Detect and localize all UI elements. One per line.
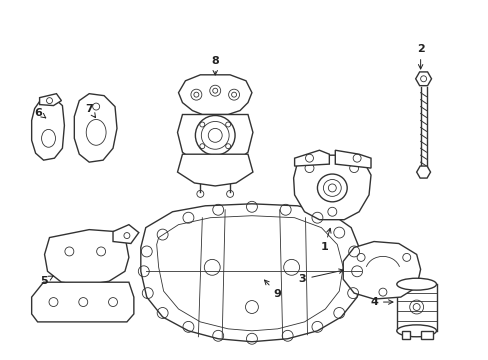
Text: 9: 9 [264, 280, 281, 299]
Text: 2: 2 [416, 44, 424, 69]
Text: 1: 1 [320, 228, 330, 252]
Text: 7: 7 [85, 104, 95, 118]
Polygon shape [74, 94, 117, 162]
Polygon shape [177, 114, 252, 165]
Polygon shape [343, 242, 420, 299]
Ellipse shape [396, 325, 436, 337]
Polygon shape [401, 331, 409, 339]
Text: 8: 8 [211, 56, 219, 75]
Polygon shape [335, 150, 370, 168]
Text: 6: 6 [35, 108, 46, 118]
Polygon shape [44, 230, 129, 285]
Polygon shape [293, 155, 370, 220]
Polygon shape [294, 150, 328, 166]
Text: 5: 5 [40, 276, 53, 286]
Ellipse shape [396, 278, 436, 290]
Polygon shape [141, 204, 360, 342]
Polygon shape [113, 225, 139, 243]
Polygon shape [415, 72, 431, 86]
Polygon shape [40, 94, 61, 105]
Polygon shape [32, 98, 64, 160]
Text: 3: 3 [298, 269, 343, 284]
Polygon shape [177, 154, 252, 186]
Polygon shape [416, 166, 429, 178]
Polygon shape [32, 282, 134, 322]
Polygon shape [420, 331, 432, 339]
Text: 4: 4 [369, 297, 392, 307]
Polygon shape [178, 75, 251, 114]
